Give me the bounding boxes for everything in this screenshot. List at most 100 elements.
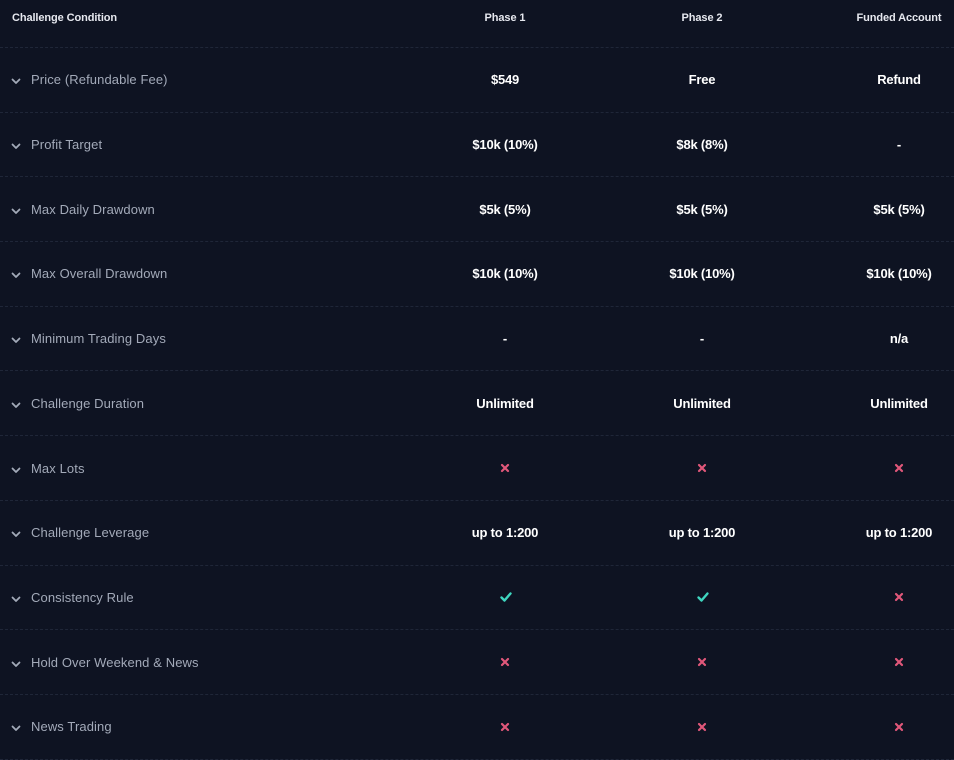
cell-value: $5k (5%) bbox=[479, 201, 531, 217]
chevron-down-icon[interactable] bbox=[10, 140, 22, 152]
chevron-down-icon[interactable] bbox=[10, 269, 22, 281]
row-cell-funded-account bbox=[819, 436, 954, 500]
row-label-toggle[interactable]: Hold Over Weekend & News bbox=[10, 630, 199, 694]
row-label-toggle[interactable]: Price (Refundable Fee) bbox=[10, 48, 168, 112]
row-label: Max Overall Drawdown bbox=[31, 266, 168, 282]
row-cell-funded-account bbox=[819, 630, 954, 694]
row-cell-phase-2 bbox=[622, 436, 782, 500]
table-row[interactable]: Minimum Trading Days - - n/a bbox=[0, 307, 954, 372]
header-phase-2: Phase 2 bbox=[681, 12, 723, 24]
check-icon bbox=[696, 591, 709, 603]
row-cell-funded-account: $10k (10%) bbox=[819, 242, 954, 306]
header-funded-account: Funded Account bbox=[856, 12, 942, 24]
cell-value: $10k (10%) bbox=[669, 266, 735, 282]
cross-icon bbox=[499, 462, 511, 474]
cell-value: $549 bbox=[490, 72, 520, 88]
row-cell-phase-2: $5k (5%) bbox=[622, 177, 782, 241]
row-cell-phase-2: Free bbox=[622, 48, 782, 112]
row-label-toggle[interactable]: News Trading bbox=[10, 695, 112, 759]
row-label: News Trading bbox=[31, 719, 112, 735]
table-row[interactable]: Challenge Leverage up to 1:200 up to 1:200… bbox=[0, 501, 954, 566]
table-header: Challenge Condition Phase 1 Phase 2 Fund… bbox=[0, 0, 954, 48]
check-icon bbox=[499, 591, 512, 603]
cell-value: Refund bbox=[877, 72, 921, 88]
table-row[interactable]: Hold Over Weekend & News bbox=[0, 630, 954, 695]
chevron-down-icon[interactable] bbox=[10, 528, 22, 540]
cell-value: $5k (5%) bbox=[873, 201, 925, 217]
cell-value: $10k (10%) bbox=[866, 266, 932, 282]
row-cell-phase-1: Unlimited bbox=[425, 372, 585, 436]
row-label: Challenge Duration bbox=[31, 395, 145, 411]
row-cell-phase-1 bbox=[425, 695, 585, 759]
row-cell-phase-2: up to 1:200 bbox=[622, 501, 782, 565]
chevron-down-icon[interactable] bbox=[10, 658, 22, 670]
row-cell-funded-account: Unlimited bbox=[819, 372, 954, 436]
table-row[interactable]: News Trading bbox=[0, 695, 954, 760]
chevron-down-icon[interactable] bbox=[10, 75, 22, 87]
cell-value: Free bbox=[688, 72, 716, 88]
table-row[interactable]: Max Overall Drawdown $10k (10%) $10k (10%)… bbox=[0, 242, 954, 307]
cell-value: $10k (10%) bbox=[472, 266, 538, 282]
row-label: Minimum Trading Days bbox=[31, 331, 166, 347]
row-cell-phase-2 bbox=[622, 695, 782, 759]
row-cell-funded-account: up to 1:200 bbox=[819, 501, 954, 565]
cell-value: $8k (8%) bbox=[676, 137, 728, 153]
chevron-down-icon[interactable] bbox=[10, 464, 22, 476]
cell-value: $5k (5%) bbox=[676, 201, 728, 217]
row-label-toggle[interactable]: Max Daily Drawdown bbox=[10, 177, 155, 241]
row-cell-phase-1 bbox=[425, 566, 585, 630]
row-cell-phase-2 bbox=[622, 630, 782, 694]
row-label: Hold Over Weekend & News bbox=[31, 654, 199, 670]
cross-icon bbox=[893, 591, 905, 603]
chevron-down-icon[interactable] bbox=[10, 399, 22, 411]
table-row[interactable]: Price (Refundable Fee) $549 Free Refund bbox=[0, 48, 954, 113]
chevron-down-icon[interactable] bbox=[10, 722, 22, 734]
table-row[interactable]: Max Lots bbox=[0, 436, 954, 501]
table-row[interactable]: Challenge Duration Unlimited Unlimited Unli… bbox=[0, 372, 954, 437]
cell-value: up to 1:200 bbox=[865, 525, 933, 541]
cross-icon bbox=[499, 721, 511, 733]
row-cell-phase-1: up to 1:200 bbox=[425, 501, 585, 565]
header-challenge-condition: Challenge Condition bbox=[12, 12, 118, 24]
cell-value: - bbox=[896, 137, 902, 153]
cross-icon bbox=[696, 721, 708, 733]
row-label-toggle[interactable]: Max Lots bbox=[10, 436, 85, 500]
row-label-toggle[interactable]: Max Overall Drawdown bbox=[10, 242, 167, 306]
row-cell-phase-1 bbox=[425, 630, 585, 694]
cell-value: Unlimited bbox=[673, 395, 731, 411]
cell-value: up to 1:200 bbox=[471, 525, 539, 541]
cross-icon bbox=[893, 462, 905, 474]
row-label-toggle[interactable]: Challenge Leverage bbox=[10, 501, 149, 565]
cell-value: Unlimited bbox=[476, 395, 534, 411]
cross-icon bbox=[696, 656, 708, 668]
row-cell-phase-2 bbox=[622, 566, 782, 630]
row-cell-phase-2: - bbox=[622, 307, 782, 371]
table-row[interactable]: Consistency Rule bbox=[0, 566, 954, 631]
row-label-toggle[interactable]: Profit Target bbox=[10, 113, 102, 177]
row-cell-phase-2: Unlimited bbox=[622, 372, 782, 436]
row-cell-phase-1: - bbox=[425, 307, 585, 371]
row-cell-phase-1 bbox=[425, 436, 585, 500]
row-label-toggle[interactable]: Challenge Duration bbox=[10, 372, 144, 436]
row-cell-phase-1: $5k (5%) bbox=[425, 177, 585, 241]
cell-value: - bbox=[502, 331, 508, 347]
row-label-toggle[interactable]: Minimum Trading Days bbox=[10, 307, 166, 371]
row-label-toggle[interactable]: Consistency Rule bbox=[10, 566, 134, 630]
table-row[interactable]: Max Daily Drawdown $5k (5%) $5k (5%) $5k (5… bbox=[0, 177, 954, 243]
cross-icon bbox=[696, 462, 708, 474]
chevron-down-icon[interactable] bbox=[10, 334, 22, 346]
row-label: Challenge Leverage bbox=[31, 525, 150, 541]
row-cell-funded-account: Refund bbox=[819, 48, 954, 112]
chevron-down-icon[interactable] bbox=[10, 205, 22, 217]
cross-icon bbox=[893, 656, 905, 668]
table-row[interactable]: Profit Target $10k (10%) $8k (8%) - bbox=[0, 113, 954, 178]
header-phase-1: Phase 1 bbox=[484, 12, 526, 24]
chevron-down-icon[interactable] bbox=[10, 593, 22, 605]
cross-icon bbox=[893, 721, 905, 733]
row-cell-phase-2: $10k (10%) bbox=[622, 242, 782, 306]
row-cell-funded-account: $5k (5%) bbox=[819, 177, 954, 241]
row-cell-phase-1: $10k (10%) bbox=[425, 242, 585, 306]
row-label: Max Lots bbox=[31, 460, 85, 476]
row-label: Max Daily Drawdown bbox=[31, 201, 155, 217]
